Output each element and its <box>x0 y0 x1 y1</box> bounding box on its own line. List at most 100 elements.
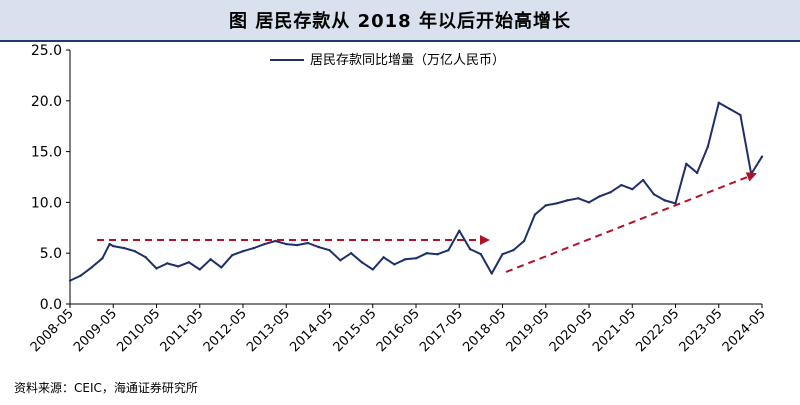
data-point <box>393 263 396 266</box>
data-point <box>241 249 245 253</box>
data-point <box>360 261 364 264</box>
data-point <box>739 113 742 117</box>
data-point <box>631 187 634 191</box>
data-point <box>176 265 180 268</box>
data-point <box>555 202 558 205</box>
data-point <box>576 197 580 200</box>
data-point <box>220 266 223 269</box>
data-point <box>620 183 623 187</box>
data-point <box>68 279 72 282</box>
data-point <box>101 257 104 260</box>
data-point <box>512 248 515 252</box>
legend-label: 居民存款同比增量（万亿人民币） <box>310 53 505 68</box>
trend-arrows <box>97 172 757 273</box>
y-tick-label: 20.0 <box>31 94 62 110</box>
title-band: 图 居民存款从 2018 年以后开始高增长 <box>0 0 800 42</box>
data-point <box>285 242 288 246</box>
data-point <box>382 256 385 259</box>
y-tick-label: 15.0 <box>31 145 62 161</box>
data-point <box>122 246 126 250</box>
x-tick-label: 2018-05 <box>460 306 509 355</box>
data-point <box>501 253 504 256</box>
x-tick-label: 2014-05 <box>287 306 336 355</box>
data-point <box>760 155 764 158</box>
x-tick-label: 2008-05 <box>28 306 77 355</box>
data-point <box>436 253 439 256</box>
x-tick-label: 2020-05 <box>547 306 596 355</box>
legend: 居民存款同比增量（万亿人民币） <box>270 53 505 68</box>
data-point <box>652 193 656 196</box>
y-tick-label: 0.0 <box>40 297 62 313</box>
x-tick-label: 2010-05 <box>114 306 163 355</box>
data-point <box>263 242 266 246</box>
y-tick-label: 25.0 <box>31 43 62 59</box>
data-point <box>90 266 93 269</box>
data-point <box>468 247 472 251</box>
x-tick-label: 2021-05 <box>590 306 639 355</box>
data-point <box>209 258 212 261</box>
data-point <box>479 253 483 256</box>
data-point <box>609 191 612 194</box>
data-point <box>598 195 602 198</box>
data-point <box>663 199 666 202</box>
data-point <box>587 201 591 204</box>
x-tick-label: 2013-05 <box>244 306 293 355</box>
data-point <box>155 267 158 270</box>
data-point <box>187 261 191 264</box>
data-point <box>533 213 537 216</box>
data-point <box>317 245 320 249</box>
data-point <box>414 257 418 260</box>
x-tick-label: 2011-05 <box>158 306 207 355</box>
data-point <box>306 241 310 245</box>
x-tick-label: 2015-05 <box>331 306 380 355</box>
trend-arrow-rising <box>505 172 757 273</box>
data-point <box>328 248 331 252</box>
data-point <box>274 239 277 243</box>
x-tick-label: 2023-05 <box>677 306 726 355</box>
data-point <box>144 256 147 259</box>
data-point <box>79 274 83 277</box>
data-point <box>339 259 342 262</box>
chart-title: 图 居民存款从 2018 年以后开始高增长 <box>229 11 571 32</box>
x-tick-label: 2009-05 <box>71 306 120 355</box>
data-point <box>728 107 731 111</box>
data-point <box>198 268 201 271</box>
x-tick-label: 2017-05 <box>417 306 466 355</box>
data-point <box>447 248 450 252</box>
data-point <box>717 101 720 105</box>
data-point <box>458 229 461 233</box>
data-point <box>566 199 569 202</box>
data-point <box>349 252 353 255</box>
data-point <box>695 171 699 175</box>
x-tick-label: 2022-05 <box>633 306 682 355</box>
x-tick-label: 2012-05 <box>201 306 250 355</box>
data-point <box>425 252 429 255</box>
data-point <box>641 178 645 182</box>
y-tick-label: 10.0 <box>31 195 62 211</box>
line-chart: 0.05.010.015.020.025.0 2008-052009-05201… <box>28 43 769 355</box>
x-tick-labels: 2008-052009-052010-052011-052012-052013-… <box>28 304 769 355</box>
data-point <box>685 162 688 165</box>
data-point <box>230 254 234 257</box>
data-point <box>371 268 374 271</box>
data-point <box>403 258 407 261</box>
data-point <box>112 244 115 248</box>
data-point <box>490 272 493 275</box>
data-point <box>706 145 710 148</box>
y-tick-label: 5.0 <box>40 246 62 262</box>
data-point <box>522 239 526 243</box>
x-tick-label: 2024-05 <box>720 306 769 355</box>
series-line <box>69 101 763 282</box>
data-point <box>295 243 299 247</box>
source-note: 资料来源：CEIC，海通证券研究所 <box>14 381 198 395</box>
data-point <box>133 249 137 253</box>
data-point <box>544 204 547 207</box>
x-tick-label: 2016-05 <box>374 306 423 355</box>
data-point <box>166 262 169 265</box>
x-tick-label: 2019-05 <box>504 306 553 355</box>
data-point <box>108 242 111 246</box>
data-point <box>252 246 256 250</box>
y-tick-labels: 0.0 5.0 10.0 15.0 20.0 25.0 <box>31 43 70 313</box>
series-layer <box>68 101 764 282</box>
